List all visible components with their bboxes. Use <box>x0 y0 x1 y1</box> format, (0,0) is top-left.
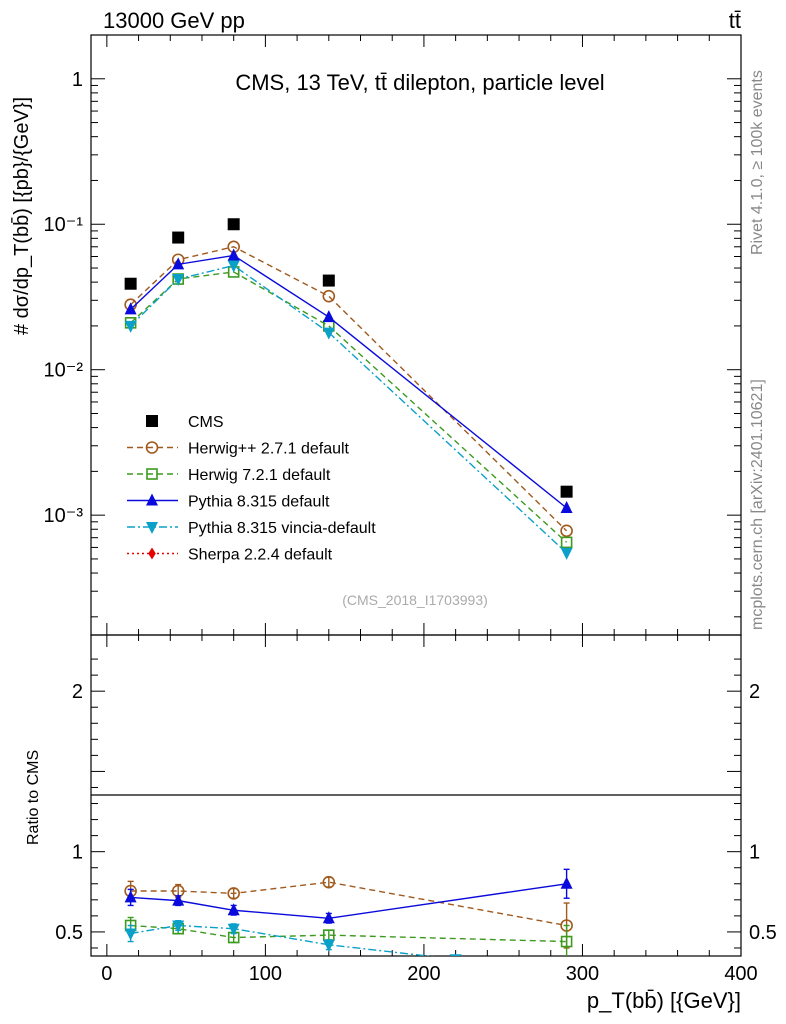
series-cms <box>124 218 573 498</box>
ratio-x-tick-labels: 0 100 200 300 400 <box>101 963 757 985</box>
ratio-y-tick-label: 0.5 <box>55 922 83 944</box>
ratio-series-herwigpp <box>124 875 573 949</box>
series-pythia <box>124 248 573 513</box>
main-plot-panel: 1 10⁻¹ 10⁻² 10⁻³ CMS, 13 TeV, tt̄ dilepton,… <box>10 34 742 636</box>
legend-marker <box>146 468 158 480</box>
y-tick-label: 10⁻¹ <box>44 214 84 236</box>
ratio-y-tick-label: 2 <box>72 681 83 703</box>
x-tick-label: 400 <box>724 963 757 985</box>
main-title: CMS, 13 TeV, tt̄ dilepton, particle leve… <box>235 70 604 95</box>
data-point <box>560 500 573 513</box>
data-point <box>560 485 573 498</box>
data-point <box>227 248 240 261</box>
ratio-point <box>322 939 335 952</box>
legend-marker <box>145 441 159 454</box>
header-right: tt̄ <box>729 8 741 33</box>
data-point <box>560 524 573 538</box>
data-point <box>322 274 335 287</box>
legend-item-vincia: Pythia 8.315 vincia-default <box>127 520 376 537</box>
data-point <box>124 277 137 290</box>
rivet-label: Rivet 4.1.0, ≥ 100k events <box>749 70 766 255</box>
ratio-point <box>227 887 240 900</box>
ratio-series-group <box>124 868 573 956</box>
ratio-point <box>172 893 185 906</box>
ratio-point <box>560 935 573 948</box>
data-point <box>322 289 336 303</box>
data-point <box>124 320 137 333</box>
main-y-axis-label: # dσ/dp_T(bb̄) [{pb}/{GeV}] <box>10 97 33 335</box>
legend-item-cms: CMS <box>146 414 224 431</box>
data-point <box>172 257 185 270</box>
data-point <box>322 327 335 340</box>
x-axis-label: p_T(bb̄) [{GeV}] <box>587 988 741 1013</box>
ratio-point <box>124 890 137 903</box>
ratio-point <box>227 903 240 916</box>
data-point <box>124 302 137 315</box>
legend-marker <box>148 547 156 560</box>
legend-item-pythia: Pythia 8.315 default <box>127 493 330 511</box>
legend: CMS Herwig++ 2.7.1 default Herwig 7.2.1 de… <box>127 414 376 564</box>
ratio-y-axis-label: Ratio to CMS <box>25 750 42 845</box>
main-frame <box>90 34 742 636</box>
ratio-point <box>322 911 335 924</box>
y-tick-label: 10⁻² <box>44 360 84 382</box>
legend-label: Pythia 8.315 default <box>188 494 330 511</box>
legend-label: Pythia 8.315 vincia-default <box>188 520 376 537</box>
main-y-tick-labels: 1 10⁻¹ 10⁻² 10⁻³ <box>44 69 84 527</box>
legend-label: Sherpa 2.2.4 default <box>188 547 333 564</box>
legend-marker <box>146 415 158 427</box>
ratio-point <box>560 876 573 889</box>
series-herwigpp <box>124 240 573 538</box>
ratio-point <box>227 923 240 936</box>
data-point <box>227 260 240 273</box>
ratio-point <box>322 875 336 889</box>
data-point <box>227 218 240 231</box>
legend-item-sherpa: Sherpa 2.2.4 default <box>127 547 333 564</box>
ratio-y-tick-labels: 0.5 0.5 1 1 2 2 <box>55 681 777 944</box>
ratio-plot-panel: 0.5 0.5 1 1 2 2 0 100 200 300 400 Ratio to CMS p_… <box>25 634 777 1013</box>
ratio-point <box>172 920 185 933</box>
series-line <box>130 246 568 532</box>
x-tick-label: 200 <box>407 963 440 985</box>
series-vincia <box>124 260 573 560</box>
ratio-series-pythia <box>124 868 573 924</box>
ratio-point <box>124 928 137 941</box>
data-point <box>560 536 573 549</box>
ratio-series-vincia <box>124 919 462 956</box>
ratio-y-tick-label-right: 2 <box>749 681 760 703</box>
legend-item-herwig7: Herwig 7.2.1 default <box>127 467 331 484</box>
main-series-group <box>124 218 573 560</box>
ratio-y-tick-label-right: 0.5 <box>749 922 777 944</box>
x-tick-label: 100 <box>249 963 282 985</box>
header-left: 13000 GeV pp <box>103 8 245 33</box>
legend-item-herwigpp: Herwig++ 2.7.1 default <box>127 441 350 458</box>
data-point <box>560 547 573 560</box>
data-point <box>172 274 185 287</box>
y-tick-label: 10⁻³ <box>44 505 84 527</box>
legend-marker <box>146 493 158 506</box>
x-tick-label: 0 <box>101 963 112 985</box>
ratio-series-herwig7 <box>124 916 573 956</box>
ratio-axis-ticks <box>91 635 742 956</box>
ratio-y-tick-label-right: 1 <box>749 842 760 864</box>
legend-label: Herwig 7.2.1 default <box>188 467 331 484</box>
watermark: (CMS_2018_I1703993) <box>342 592 488 608</box>
legend-label: CMS <box>188 414 224 431</box>
ratio-y-tick-label: 1 <box>72 842 83 864</box>
x-tick-label: 300 <box>566 963 599 985</box>
ratio-point <box>449 954 462 956</box>
legend-marker <box>146 522 158 534</box>
ratio-line <box>130 924 567 943</box>
main-axis-ticks <box>91 34 742 635</box>
y-tick-label: 1 <box>72 69 83 91</box>
legend-label: Herwig++ 2.7.1 default <box>188 441 350 458</box>
data-point <box>322 310 335 323</box>
data-point <box>172 231 185 244</box>
mcplots-label: mcplots.cern.ch [arXiv:2401.10621] <box>749 379 766 630</box>
